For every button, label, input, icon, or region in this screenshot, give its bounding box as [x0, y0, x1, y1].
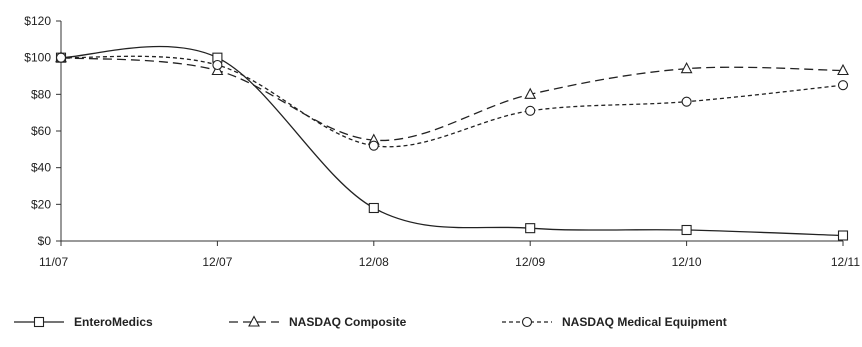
series-layer [55, 45, 849, 241]
legend-item-nasdaq-composite: NASDAQ Composite [229, 315, 407, 329]
data-point-nasdaq-medical-equipment [368, 140, 379, 151]
x-tick-label: 12/07 [202, 255, 232, 269]
y-tick-label: $80 [31, 87, 51, 101]
x-tick-label: 12/09 [515, 255, 545, 269]
series-line-nasdaq-composite [60, 57, 844, 142]
data-point-nasdaq-composite [837, 63, 849, 76]
x-tick-label: 12/08 [359, 255, 389, 269]
y-tick-label: $100 [24, 51, 51, 65]
legend-marker-enteromedics [33, 316, 45, 328]
legend-item-nasdaq-medical-equipment: NASDAQ Medical Equipment [502, 315, 727, 329]
x-tick-label: 12/10 [672, 255, 702, 269]
y-tick-label: $20 [31, 197, 51, 211]
data-point-enteromedics [368, 202, 379, 214]
data-point-nasdaq-composite [524, 87, 537, 99]
data-point-nasdaq-medical-equipment [681, 96, 692, 107]
x-tick-label: 12/11 [831, 255, 860, 269]
data-point-enteromedics [525, 223, 536, 234]
data-point-enteromedics [681, 224, 692, 236]
data-point-nasdaq-medical-equipment [212, 59, 223, 71]
data-point-nasdaq-composite [680, 61, 693, 74]
y-tick-label: $40 [31, 161, 51, 175]
legend-marker-nasdaq-composite [248, 315, 260, 327]
legend-label-nasdaq-composite: NASDAQ Composite [289, 315, 407, 329]
legend-label-enteromedics: EnteroMedics [74, 315, 153, 329]
x-axis: 11/07 12/07 12/08 12/09 12/10 12/11 [39, 240, 860, 269]
legend: EnteroMedics NASDAQ Composite NASDAQ Medic… [14, 315, 727, 329]
data-point-enteromedics [837, 230, 849, 241]
series-nasdaq-medical-equipment [55, 52, 849, 151]
y-tick-label: $120 [24, 14, 51, 28]
series-enteromedics [55, 45, 849, 241]
y-axis: $0 $20 $40 $60 $80 $100 $120 [24, 14, 62, 248]
data-point-nasdaq-medical-equipment [837, 80, 849, 91]
legend-item-enteromedics: EnteroMedics [14, 315, 153, 329]
legend-marker-nasdaq-medical-equipment [521, 316, 533, 328]
y-tick-label: $0 [38, 234, 52, 248]
y-tick-label: $60 [31, 124, 51, 138]
x-tick-label: 11/07 [39, 255, 68, 269]
data-point-nasdaq-medical-equipment [55, 52, 67, 63]
legend-label-nasdaq-medical-equipment: NASDAQ Medical Equipment [562, 315, 727, 329]
series-line-nasdaq-medical-equipment [60, 55, 844, 148]
series-line-enteromedics [60, 45, 844, 237]
data-point-nasdaq-medical-equipment [525, 105, 536, 116]
